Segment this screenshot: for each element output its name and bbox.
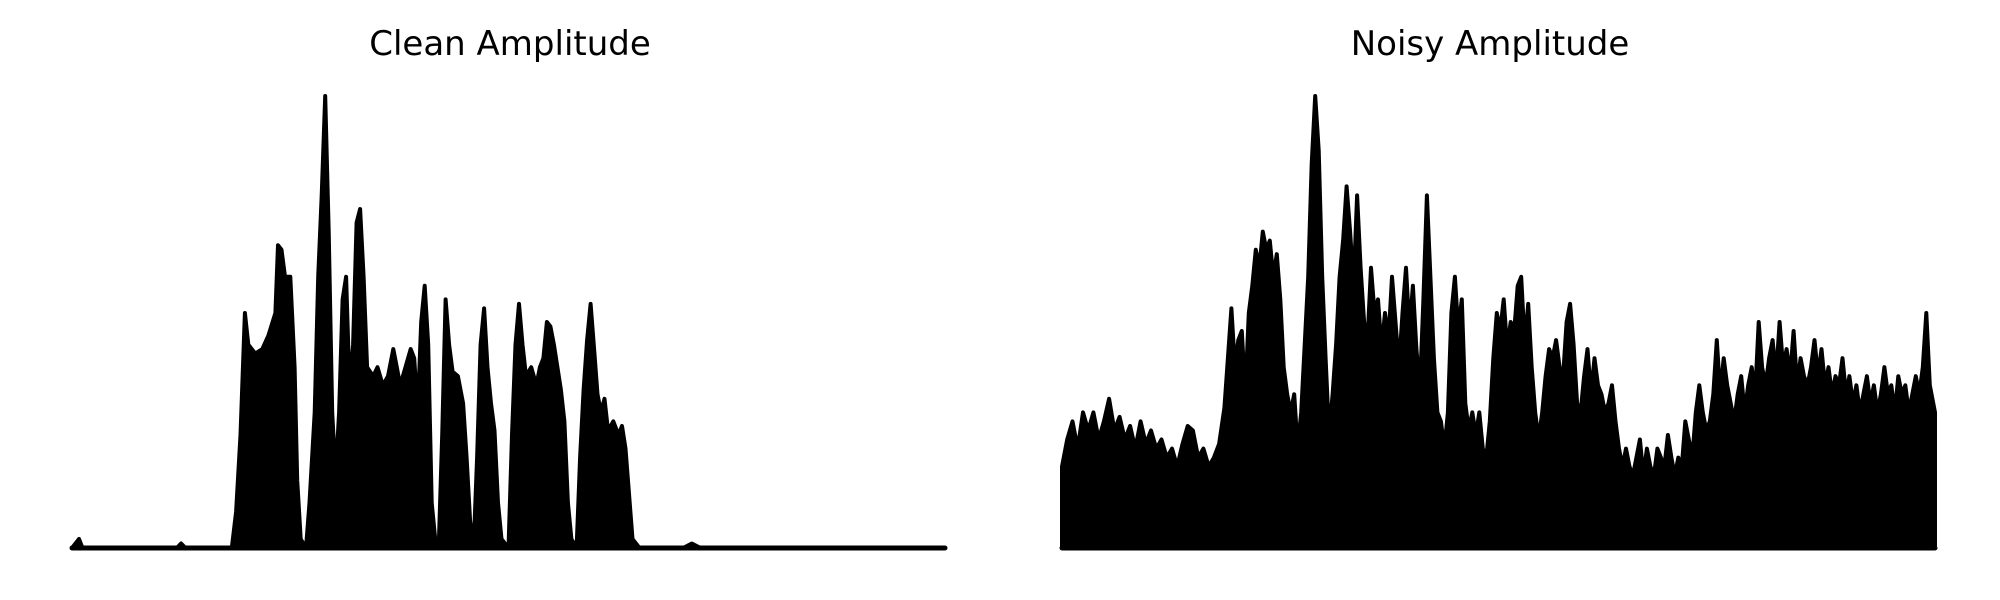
amplitude-area (70, 94, 947, 550)
clean-amplitude-chart: Clean Amplitude (69, 24, 948, 551)
noisy-amplitude-chart: Noisy Amplitude (1000, 0, 2000, 600)
noisy-amplitude-plot (1059, 94, 1938, 551)
amplitude-area (1060, 94, 1937, 550)
clean-amplitude-plot (69, 94, 948, 551)
chart-title: Noisy Amplitude (1350, 24, 1630, 64)
chart-title: Clean Amplitude (369, 24, 651, 64)
